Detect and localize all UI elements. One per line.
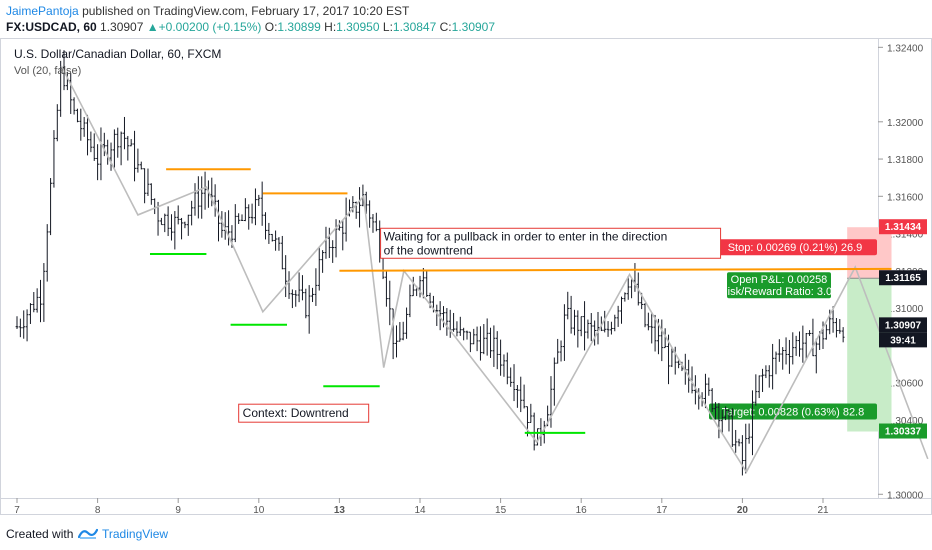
last-price: 1.30907 [100,20,144,34]
stop-label-bg [713,239,877,256]
entry-price-tag: 1.31165 [885,273,921,284]
price-tick-label: 1.31800 [887,155,924,166]
drawings [60,65,929,474]
chart-title: U.S. Dollar/Canadian Dollar, 60, FXCM [14,47,221,61]
time-tick-label: 17 [656,505,668,515]
price-tick-label: 1.31600 [887,192,924,203]
countdown-tag: 39:41 [890,335,916,346]
target-price-tag-bg [879,423,927,439]
chart-frame: 1.324001.320001.318001.316001.314001.312… [0,38,932,516]
target-price-tag: 1.30337 [885,427,922,438]
last-price-tag: 1.30907 [885,320,922,331]
resistance-line [339,267,892,272]
publish-text: published on TradingView.com, February 1… [82,4,410,18]
price-axis-labels: 1.31434 1.31165 1.30907 39:41 1.30337 [879,219,927,439]
time-tick-label: 8 [95,505,101,515]
up-arrow-icon: ▲ [146,20,159,34]
position-tool[interactable]: Stop: 0.00269 (0.21%) 26.9 Target: 0.0082… [709,227,892,432]
open-value: 1.30899 [277,20,321,34]
last-price-tag-bg [879,317,927,333]
created-with-text: Created with [6,527,74,541]
countdown-tag-bg [879,332,927,348]
price-tick-label: 1.31400 [887,230,924,241]
volume-indicator-label: Vol (20, false) [14,65,81,77]
pullback-note-line2: of the downtrend [384,243,473,257]
price-tick-label: 1.32000 [887,118,924,129]
stop-price-tag: 1.31434 [885,222,922,233]
open-pl-label-bg [727,272,831,299]
entry-price-tag-bg [879,270,927,286]
target-label: Target: 0.00828 (0.63%) 82.8 [722,407,864,419]
tradingview-logo-icon [78,528,98,539]
time-tick-label: 14 [414,505,426,515]
open-pl-label: Open P&L: 0.00258 [731,274,828,286]
footer: Created with TradingView [0,516,932,550]
price-tick-label: 1.30000 [887,490,924,501]
price-tick-label: 1.31000 [887,304,924,315]
high-label: H: [324,20,337,34]
context-note-box [238,403,370,423]
price-chart[interactable]: 1.324001.320001.318001.316001.314001.312… [0,38,932,516]
change-value: +0.00200 (+0.15%) [158,20,262,34]
time-axis: 7 8 9 10 13 14 15 16 17 20 21 [14,498,829,516]
time-tick-label: 20 [737,505,749,515]
header: JaimePantoja published on TradingView.co… [0,0,932,38]
time-tick-label: 10 [253,505,265,515]
author-link[interactable]: JaimePantoja [6,4,79,18]
target-label-bg [709,403,877,420]
open-label: O: [264,20,278,34]
low-value: 1.30847 [392,20,437,34]
time-tick-label: 15 [495,505,507,515]
time-tick-label: 7 [14,505,20,515]
pullback-note-line1: Waiting for a pullback in order to enter… [384,229,668,243]
stop-price-tag-bg [879,219,927,235]
ohlc-line: FX:USDCAD, 60 1.30907 ▲+0.00200 (+0.15%)… [6,20,495,34]
time-tick-label: 13 [334,505,346,515]
notes: Waiting for a pullback in order to enter… [238,227,722,423]
tradingview-brand[interactable]: TradingView [102,527,169,541]
high-value: 1.30950 [336,20,380,34]
price-tick-label: 1.30600 [887,379,924,390]
time-tick-label: 21 [817,505,829,515]
publish-info: JaimePantoja published on TradingView.co… [6,4,409,18]
symbol-label: FX:USDCAD, 60 [6,20,97,34]
price-tick-label: 1.32400 [887,43,924,54]
stop-label: Stop: 0.00269 (0.21%) 26.9 [728,242,863,254]
risk-reward-label: Risk/Reward Ratio: 3.08 [720,286,839,298]
pullback-note-box [380,227,722,259]
low-label: L: [382,20,393,34]
candle-series [15,50,845,476]
time-tick-label: 9 [175,505,181,515]
price-tick-label: 1.30400 [887,416,924,427]
context-note-text: Context: Downtrend [243,406,349,420]
close-label: C: [439,20,452,34]
time-tick-label: 16 [576,505,588,515]
close-value: 1.30907 [451,20,496,34]
